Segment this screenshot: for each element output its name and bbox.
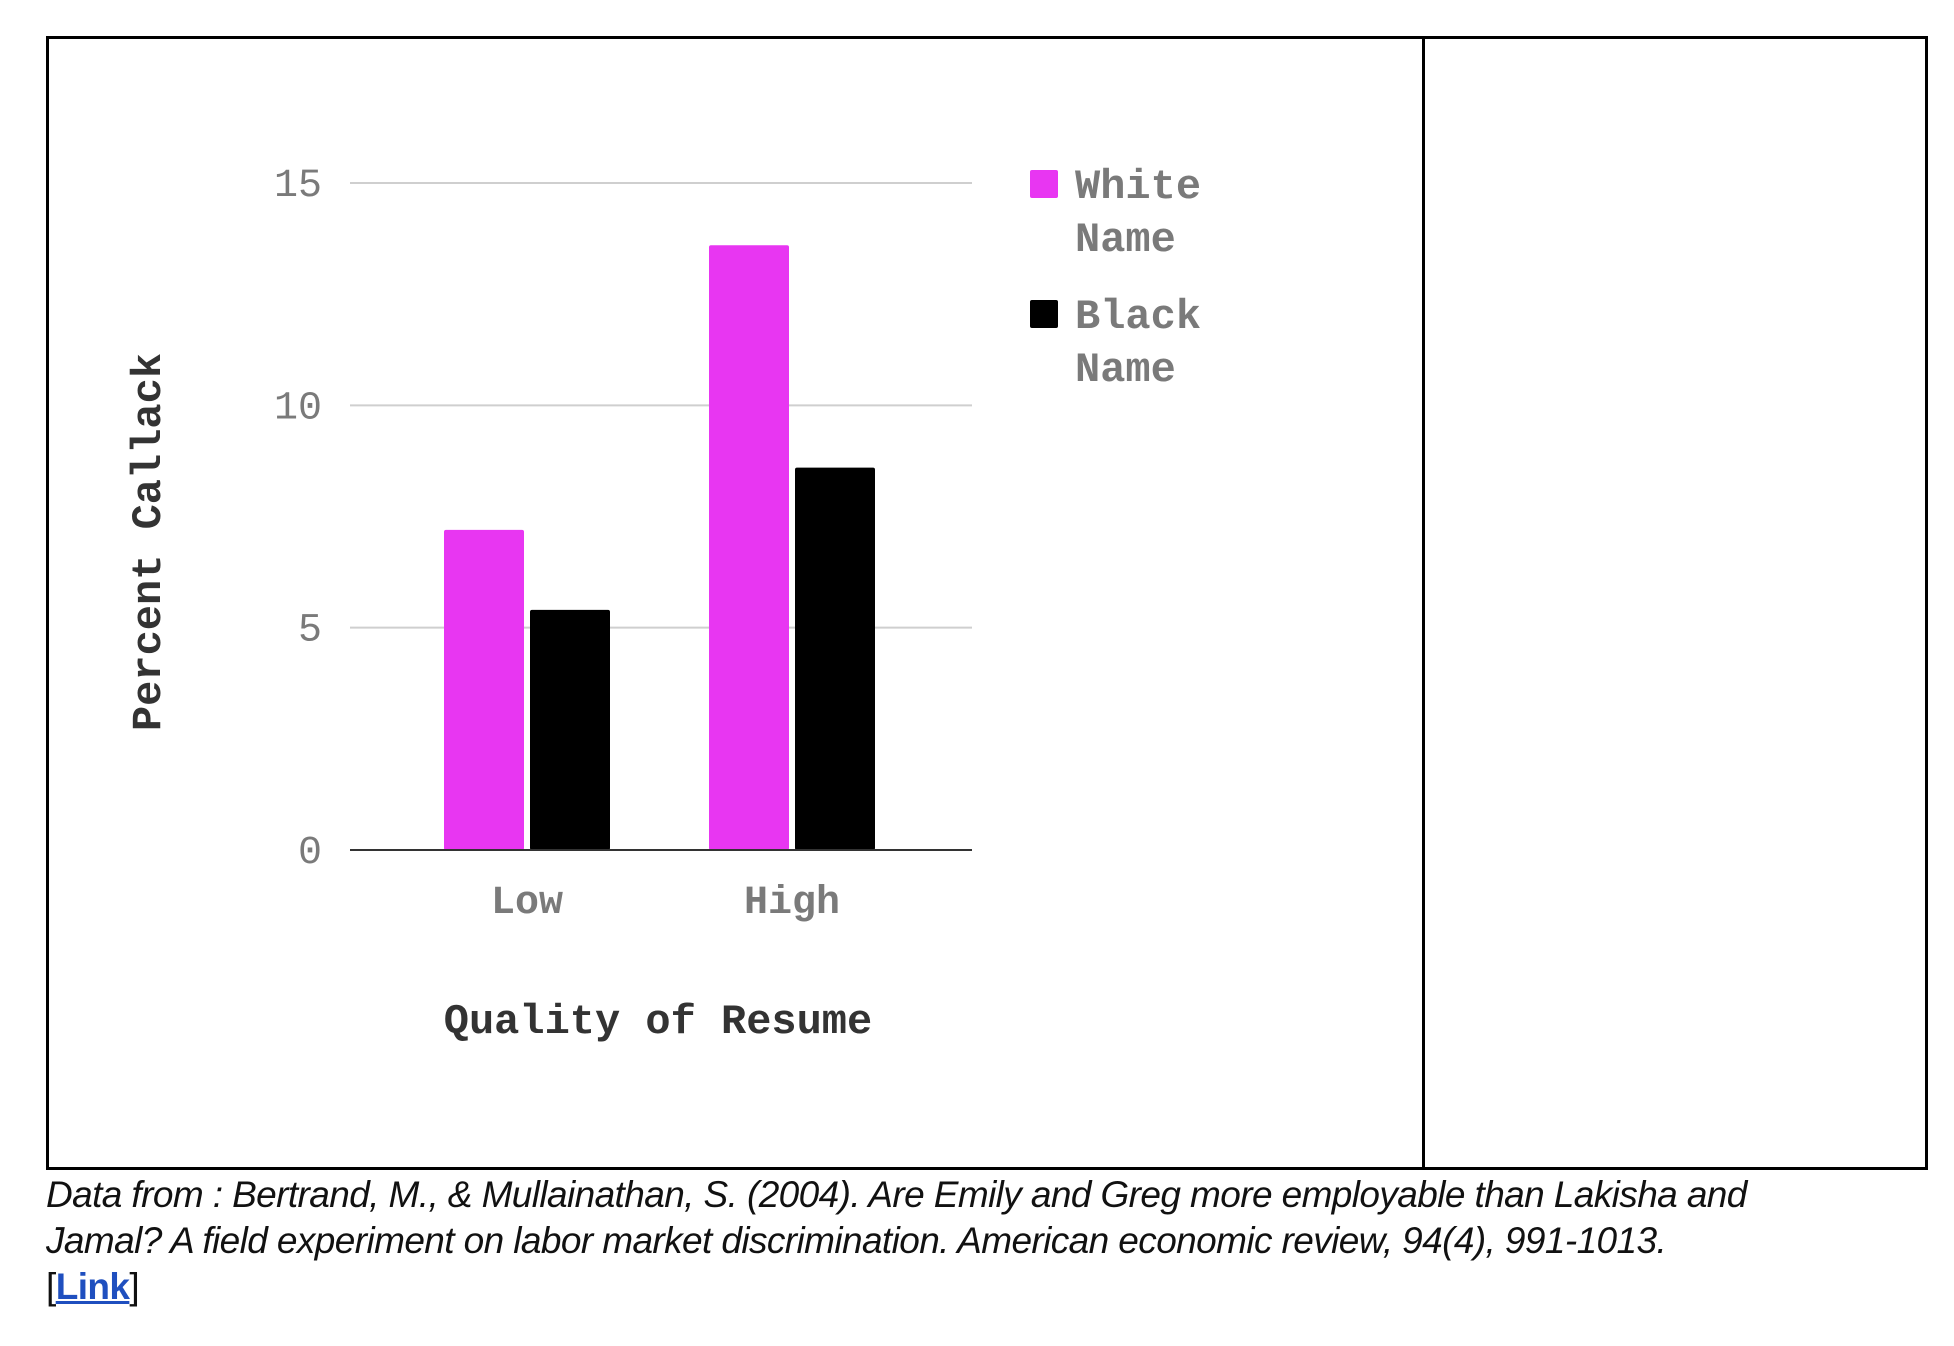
y-tick-label: 0 xyxy=(298,831,322,876)
chart-frame xyxy=(46,36,1928,1170)
bar-black-name-low xyxy=(530,609,610,850)
bar-white-name-low xyxy=(444,529,524,850)
bars xyxy=(444,245,875,851)
legend-swatch xyxy=(1030,170,1058,198)
legend-label: Black xyxy=(1075,293,1201,341)
x-tick-label: Low xyxy=(491,881,563,926)
bar-black-name-high xyxy=(795,467,875,850)
x-tick-labels: Low High xyxy=(491,881,840,926)
y-axis-title: Percent Callack xyxy=(125,353,173,731)
x-axis-title: Quality of Resume xyxy=(444,998,872,1046)
legend-label: Name xyxy=(1075,216,1176,264)
x-tick-label: High xyxy=(744,881,840,926)
legend-label: White xyxy=(1075,163,1201,211)
y-tick-labels: 0 5 10 15 xyxy=(274,164,322,876)
bar-white-name-high xyxy=(709,245,789,851)
legend-swatch xyxy=(1030,300,1058,328)
y-tick-label: 5 xyxy=(298,609,322,654)
y-tick-label: 10 xyxy=(274,386,322,431)
frame-divider xyxy=(1422,36,1425,1170)
citation-text: Data from : Bertrand, M., & Mullainathan… xyxy=(46,1174,1747,1261)
link-bracket-close: ] xyxy=(129,1266,140,1307)
y-tick-label: 15 xyxy=(274,164,322,209)
gridlines xyxy=(350,182,972,629)
link-bracket-open: [ xyxy=(46,1266,56,1307)
legend: White Name Black Name xyxy=(1030,163,1201,394)
legend-label: Name xyxy=(1075,346,1176,394)
citation-link[interactable]: Link xyxy=(55,1266,130,1307)
citation-caption: Data from : Bertrand, M., & Mullainathan… xyxy=(46,1172,1806,1310)
